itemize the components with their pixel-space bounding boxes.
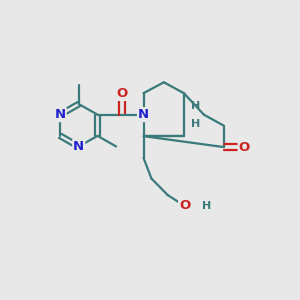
Text: O: O bbox=[238, 141, 250, 154]
Text: N: N bbox=[55, 108, 66, 121]
Text: H: H bbox=[191, 119, 200, 129]
Text: O: O bbox=[116, 87, 128, 100]
Text: N: N bbox=[138, 108, 149, 121]
Text: N: N bbox=[73, 140, 84, 153]
Text: O: O bbox=[179, 200, 190, 212]
Text: H: H bbox=[191, 100, 200, 110]
Text: H: H bbox=[202, 201, 211, 211]
